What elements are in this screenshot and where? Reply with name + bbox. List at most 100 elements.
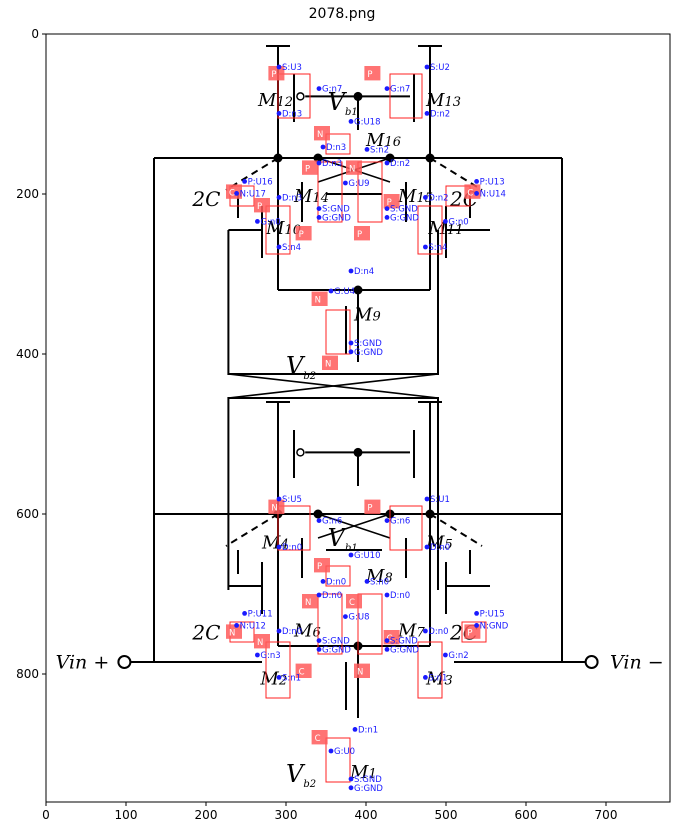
y-tick-label: 800 bbox=[16, 667, 39, 681]
netlist-tag: P:U16 bbox=[248, 177, 273, 187]
annotation-box bbox=[317, 161, 343, 223]
netlist-tag: G:GND bbox=[390, 645, 419, 655]
netlist-tag: D:n1 bbox=[358, 725, 378, 735]
tag-dot bbox=[384, 592, 390, 598]
annotation-label-box bbox=[364, 499, 381, 514]
y-tick-label: 0 bbox=[31, 27, 39, 41]
annotation-label-box bbox=[364, 66, 381, 81]
annotation-label: P bbox=[467, 628, 472, 638]
netlist-tag: G:n7 bbox=[390, 85, 410, 95]
netlist-tag: G:GND bbox=[390, 213, 419, 223]
tag-dot bbox=[276, 64, 282, 70]
annotation-label: P bbox=[387, 198, 392, 208]
netlist-tag: S:n1 bbox=[428, 673, 447, 683]
netlist-tag: S:n1 bbox=[282, 673, 301, 683]
netlist-tag: G:n6 bbox=[322, 517, 342, 527]
x-tick-label: 200 bbox=[195, 808, 218, 822]
annotation-label-box bbox=[464, 624, 481, 639]
annotation-label: P bbox=[299, 230, 304, 240]
cap-label: 2C bbox=[191, 621, 220, 645]
tag-dot bbox=[423, 195, 428, 200]
annotation-label: C bbox=[349, 598, 355, 608]
netlist-tag: G:n7 bbox=[322, 85, 342, 95]
netlist-tag: D:n3 bbox=[282, 193, 302, 203]
annotation-box bbox=[325, 133, 351, 155]
cross-wire bbox=[317, 513, 391, 539]
annotation-box bbox=[265, 641, 291, 699]
transistor-label: M11 bbox=[427, 218, 463, 239]
annotation-label-box bbox=[322, 355, 338, 370]
netlist-tag: S:n4 bbox=[428, 243, 447, 253]
tag-dot bbox=[242, 611, 248, 616]
cap-dashed-lead bbox=[225, 513, 279, 547]
netlist-tag: D:n0 bbox=[282, 543, 302, 553]
annotation-box bbox=[325, 309, 351, 355]
vin-plus-terminal bbox=[117, 655, 132, 669]
tag-dot bbox=[234, 623, 240, 628]
tag-dot bbox=[352, 727, 358, 732]
annotation-label: P bbox=[257, 202, 262, 212]
annotation-box bbox=[389, 73, 423, 119]
axes-frame bbox=[45, 33, 671, 803]
annotation-label-box bbox=[314, 558, 330, 573]
y-tick-label: 400 bbox=[16, 347, 39, 361]
transistor-label: M7 bbox=[397, 620, 425, 641]
annotation-label: N bbox=[305, 598, 311, 608]
tag-dot bbox=[328, 748, 334, 754]
annotation-label: P bbox=[271, 70, 276, 80]
annotation-box bbox=[389, 505, 423, 551]
transistor-label: M13 bbox=[425, 90, 461, 111]
bias-label: Vb2 bbox=[286, 352, 316, 382]
annotation-label: C bbox=[315, 734, 321, 744]
transistor-label: M12 bbox=[257, 90, 293, 111]
transistor-label: M14 bbox=[293, 186, 329, 207]
tag-dot bbox=[443, 652, 448, 658]
annotation-label: N bbox=[257, 638, 263, 648]
annotation-box bbox=[417, 205, 443, 255]
plot-axes: 0 100 200 300 400 500 600 700 0 200 400 600 800 bbox=[16, 27, 671, 822]
tag-dot bbox=[384, 647, 390, 652]
annotation-label: N bbox=[315, 296, 321, 306]
tag-dot bbox=[424, 544, 430, 550]
netlist-tag: G:GND bbox=[322, 213, 351, 223]
annotation-label-box bbox=[314, 126, 330, 141]
netlist-tag: D:n3 bbox=[282, 109, 302, 119]
tag-dot bbox=[343, 180, 348, 186]
netlist-tag: G:U9 bbox=[348, 179, 369, 189]
netlist-tag: D:n0 bbox=[322, 591, 342, 601]
tag-dot bbox=[316, 592, 322, 598]
tag-dot bbox=[424, 111, 430, 116]
netlist-tag: G:n0 bbox=[448, 217, 468, 227]
tag-dot bbox=[474, 623, 479, 628]
tag-dot bbox=[384, 215, 390, 220]
annotation-label: P bbox=[317, 562, 322, 572]
transistor-label: M6 bbox=[293, 620, 321, 641]
netlist-tag: G:U10 bbox=[354, 551, 381, 561]
annotation-box bbox=[265, 205, 291, 255]
tag-dot bbox=[276, 628, 282, 634]
netlist-tag: D:n4 bbox=[354, 267, 374, 277]
x-tick-label: 700 bbox=[595, 808, 618, 822]
annotation-box bbox=[317, 593, 343, 655]
annotation-label-box bbox=[268, 66, 285, 81]
annotation-label-box bbox=[346, 160, 362, 175]
netlist-tag: S:U2 bbox=[430, 63, 450, 73]
annotation-label-box bbox=[311, 291, 328, 306]
tag-dot bbox=[348, 119, 354, 124]
tag-dot bbox=[348, 776, 354, 782]
tag-dot bbox=[316, 215, 322, 220]
netlist-tag: G:GND bbox=[354, 348, 383, 358]
transistor-label: M3 bbox=[425, 668, 453, 689]
tag-dot bbox=[364, 579, 370, 584]
tag-dot bbox=[348, 349, 354, 355]
tag-dot bbox=[316, 647, 322, 652]
y-tick-label: 200 bbox=[16, 187, 39, 201]
netlist-tag: G:GND bbox=[354, 784, 383, 794]
netlist-tag: G:U0 bbox=[334, 747, 355, 757]
tag-dot bbox=[423, 675, 428, 680]
circuit-schematic: Vin +Vin −M12M13M16M14M15M10M11M9M4M5M8M… bbox=[56, 45, 664, 790]
annotation-label: C bbox=[229, 188, 235, 198]
netlist-tag: S:n0 bbox=[370, 577, 389, 587]
